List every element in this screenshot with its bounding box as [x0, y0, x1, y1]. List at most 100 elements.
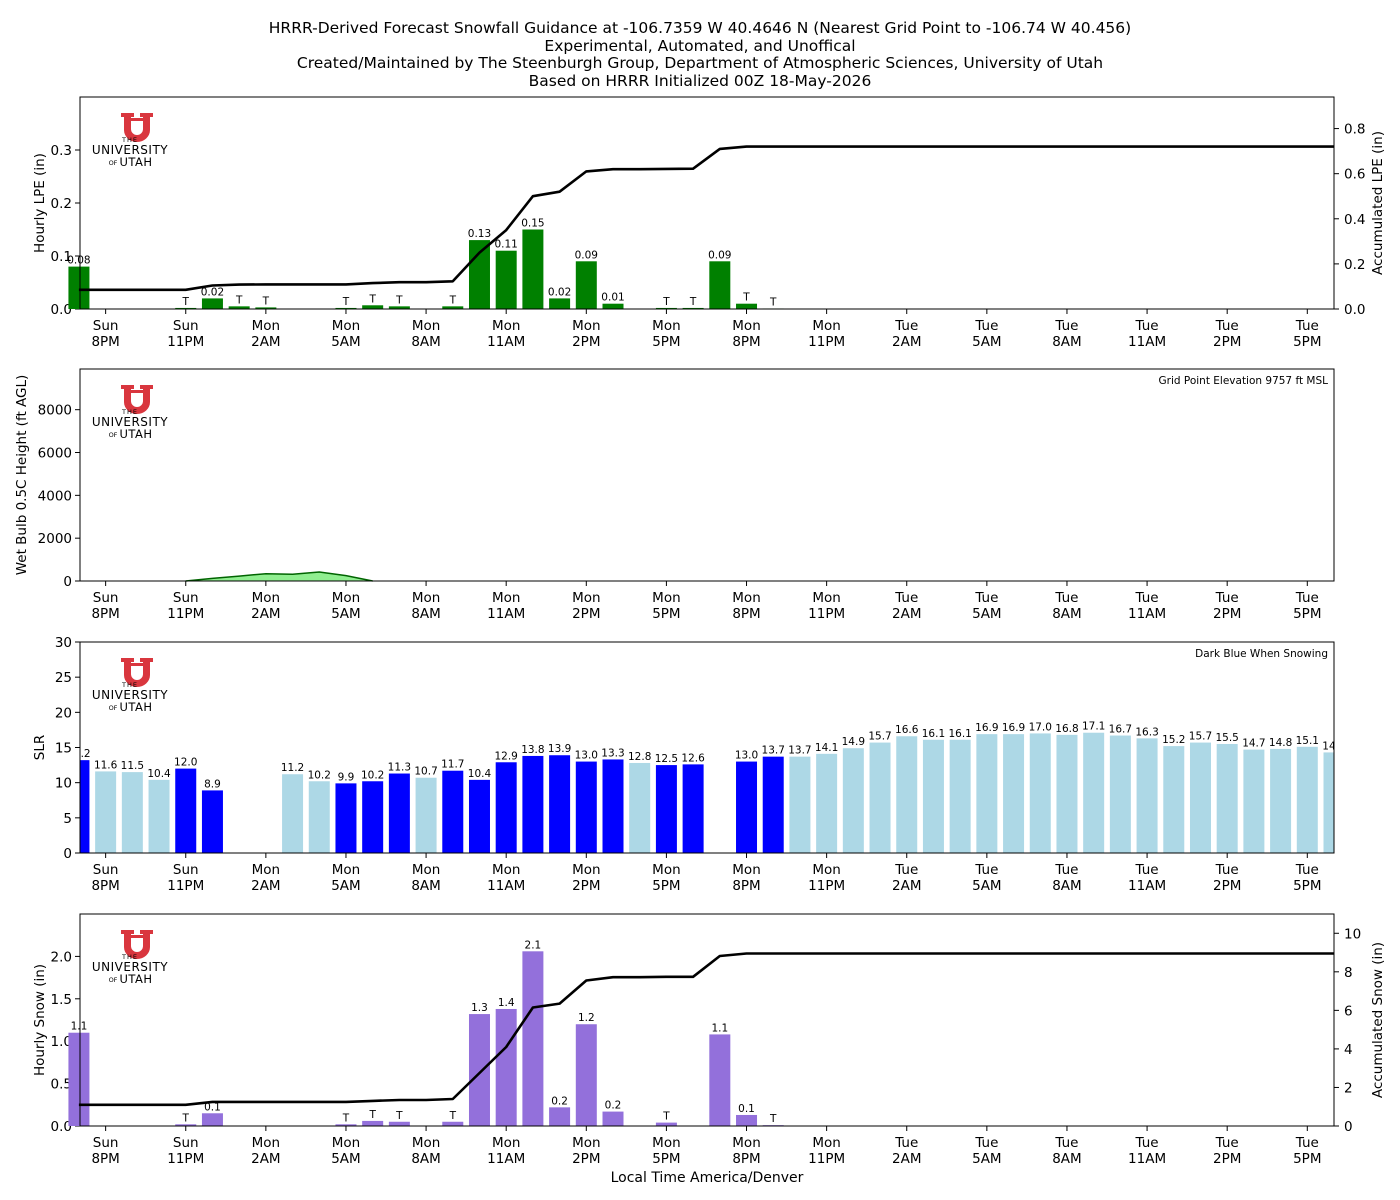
- slr-bar-label: 16.3: [1135, 726, 1158, 738]
- y-tick-label: 25: [55, 670, 72, 686]
- y-right-tick-label: 2: [1344, 1080, 1353, 1096]
- logo-text-utah: UTAH: [119, 972, 152, 986]
- x-tick-time: 8PM: [732, 334, 760, 350]
- x-tick-day: Mon: [412, 1135, 440, 1151]
- lpe-bar-label: T: [235, 294, 243, 306]
- elevation-annotation: Grid Point Elevation 9757 ft MSL: [1159, 375, 1329, 387]
- x-tick-time: 2PM: [1213, 1151, 1241, 1167]
- y-tick-label: 0: [63, 574, 72, 590]
- x-tick-time: 5PM: [652, 1151, 680, 1167]
- slr-bar-label: 15.7: [868, 731, 891, 743]
- x-tick-time: 2AM: [892, 334, 921, 350]
- block-u-icon: [121, 930, 153, 959]
- x-tick-time: 11PM: [167, 878, 204, 894]
- x-tick-time: 11PM: [808, 878, 845, 894]
- x-tick-day: Sun: [173, 1135, 199, 1151]
- slr-bar-label: 14.1: [815, 742, 838, 754]
- x-tick-day: Tue: [894, 590, 918, 606]
- x-tick-day: Tue: [1135, 590, 1159, 606]
- block-u-bar: [130, 935, 144, 938]
- slr-bar: [1270, 748, 1292, 853]
- x-tick-time: 11PM: [808, 606, 845, 622]
- y-right-tick-label: 0: [1344, 1119, 1353, 1135]
- x-tick-time: 5PM: [652, 606, 680, 622]
- slr-bar-label: 13.3: [601, 747, 624, 759]
- x-tick-day: Mon: [252, 318, 280, 334]
- lpe-bar: [655, 307, 677, 309]
- y-tick-label: 0.2: [51, 196, 72, 212]
- y-tick-label: 10: [55, 776, 72, 792]
- slr-bar-label: 13.2: [67, 748, 90, 760]
- slr-bar: [95, 771, 117, 853]
- slr-bar-label: 15.5: [1215, 732, 1238, 744]
- x-tick-day: Tue: [974, 1135, 998, 1151]
- x-axis-label: Local Time America/Denver: [611, 1170, 804, 1186]
- y-tick-label: 6000: [38, 446, 72, 462]
- logo-text-utah: UTAH: [119, 700, 152, 714]
- slr-bar-label: 14.3: [1322, 740, 1345, 752]
- x-tick-time: 5PM: [652, 334, 680, 350]
- slr-bar: [388, 773, 410, 853]
- slr-bar: [201, 790, 223, 853]
- slr-bar: [1216, 743, 1238, 853]
- x-tick-day: Mon: [412, 318, 440, 334]
- logo-text-university: UNIVERSITY: [92, 143, 168, 157]
- snow-bar-label: 1.1: [71, 1021, 88, 1033]
- y-tick-label: 5: [63, 811, 72, 827]
- lpe-bar: [442, 306, 464, 309]
- x-tick-day: Tue: [1135, 1135, 1159, 1151]
- snow-bar-label: 0.1: [204, 1101, 221, 1113]
- snow-bar-label: 2.1: [525, 939, 542, 951]
- snow-bar-label: 0.2: [605, 1100, 622, 1112]
- slr-bar: [1163, 746, 1185, 853]
- slr-bars: 13.211.6 11.510.412.08.911.210.2 9.9 10.211…: [67, 721, 1345, 853]
- x-tick-day: Tue: [1215, 318, 1239, 334]
- x-tick-day: Tue: [1295, 1135, 1319, 1151]
- x-tick-day: Tue: [1054, 318, 1078, 334]
- lpe-bar-label: T: [262, 295, 270, 307]
- snow-bar: [655, 1122, 677, 1126]
- x-tick-time: 2AM: [251, 334, 280, 350]
- x-tick-day: Tue: [1215, 1135, 1239, 1151]
- x-tick-day: Tue: [974, 590, 998, 606]
- x-tick-time: 8AM: [411, 1151, 440, 1167]
- x-tick-time: 8AM: [1052, 334, 1081, 350]
- x-tick-day: Tue: [1135, 318, 1159, 334]
- slr-bar: [575, 761, 597, 853]
- slr-bar-label: 10.7: [414, 766, 437, 778]
- lpe-bar-label: 0.08: [67, 255, 90, 267]
- y-right-tick-label: 8: [1344, 965, 1353, 981]
- slr-bar-label: 9.9: [338, 771, 355, 783]
- x-tick-day: Mon: [252, 862, 280, 878]
- logo-text-of: OF: [109, 159, 118, 167]
- x-tick-day: Tue: [1215, 862, 1239, 878]
- y-tick-label: 0.5: [51, 1077, 72, 1093]
- x-tick-day: Mon: [492, 862, 520, 878]
- x-tick-time: 5PM: [1293, 606, 1321, 622]
- x-tick-time: 8PM: [732, 1151, 760, 1167]
- snow-bar-label: 1.2: [578, 1012, 595, 1024]
- y-tick-label: 30: [55, 635, 72, 651]
- x-tick-day: Mon: [812, 318, 840, 334]
- logo-text-the: THE: [121, 681, 138, 689]
- snow-bar-label: T: [449, 1110, 457, 1122]
- y-axis-label: Hourly LPE (in): [32, 153, 48, 253]
- block-u-bar: [130, 663, 144, 666]
- slr-bar: [1243, 749, 1265, 853]
- snow-bar-label: T: [182, 1112, 190, 1124]
- snow-bar-label: 0.1: [738, 1103, 755, 1115]
- lpe-bar: [575, 261, 597, 309]
- slr-bar: [1003, 734, 1025, 853]
- snow-bar: [522, 951, 544, 1126]
- plot-frame: [79, 913, 1335, 1127]
- lpe-bar: [549, 298, 571, 309]
- y-tick-label: 0.3: [51, 143, 72, 159]
- x-tick-day: Mon: [572, 318, 600, 334]
- slr-bar: [682, 764, 704, 853]
- logo-text-the: THE: [121, 136, 138, 144]
- logo-text-utah: UTAH: [119, 427, 152, 441]
- y-right-tick-label: 6: [1344, 1003, 1353, 1019]
